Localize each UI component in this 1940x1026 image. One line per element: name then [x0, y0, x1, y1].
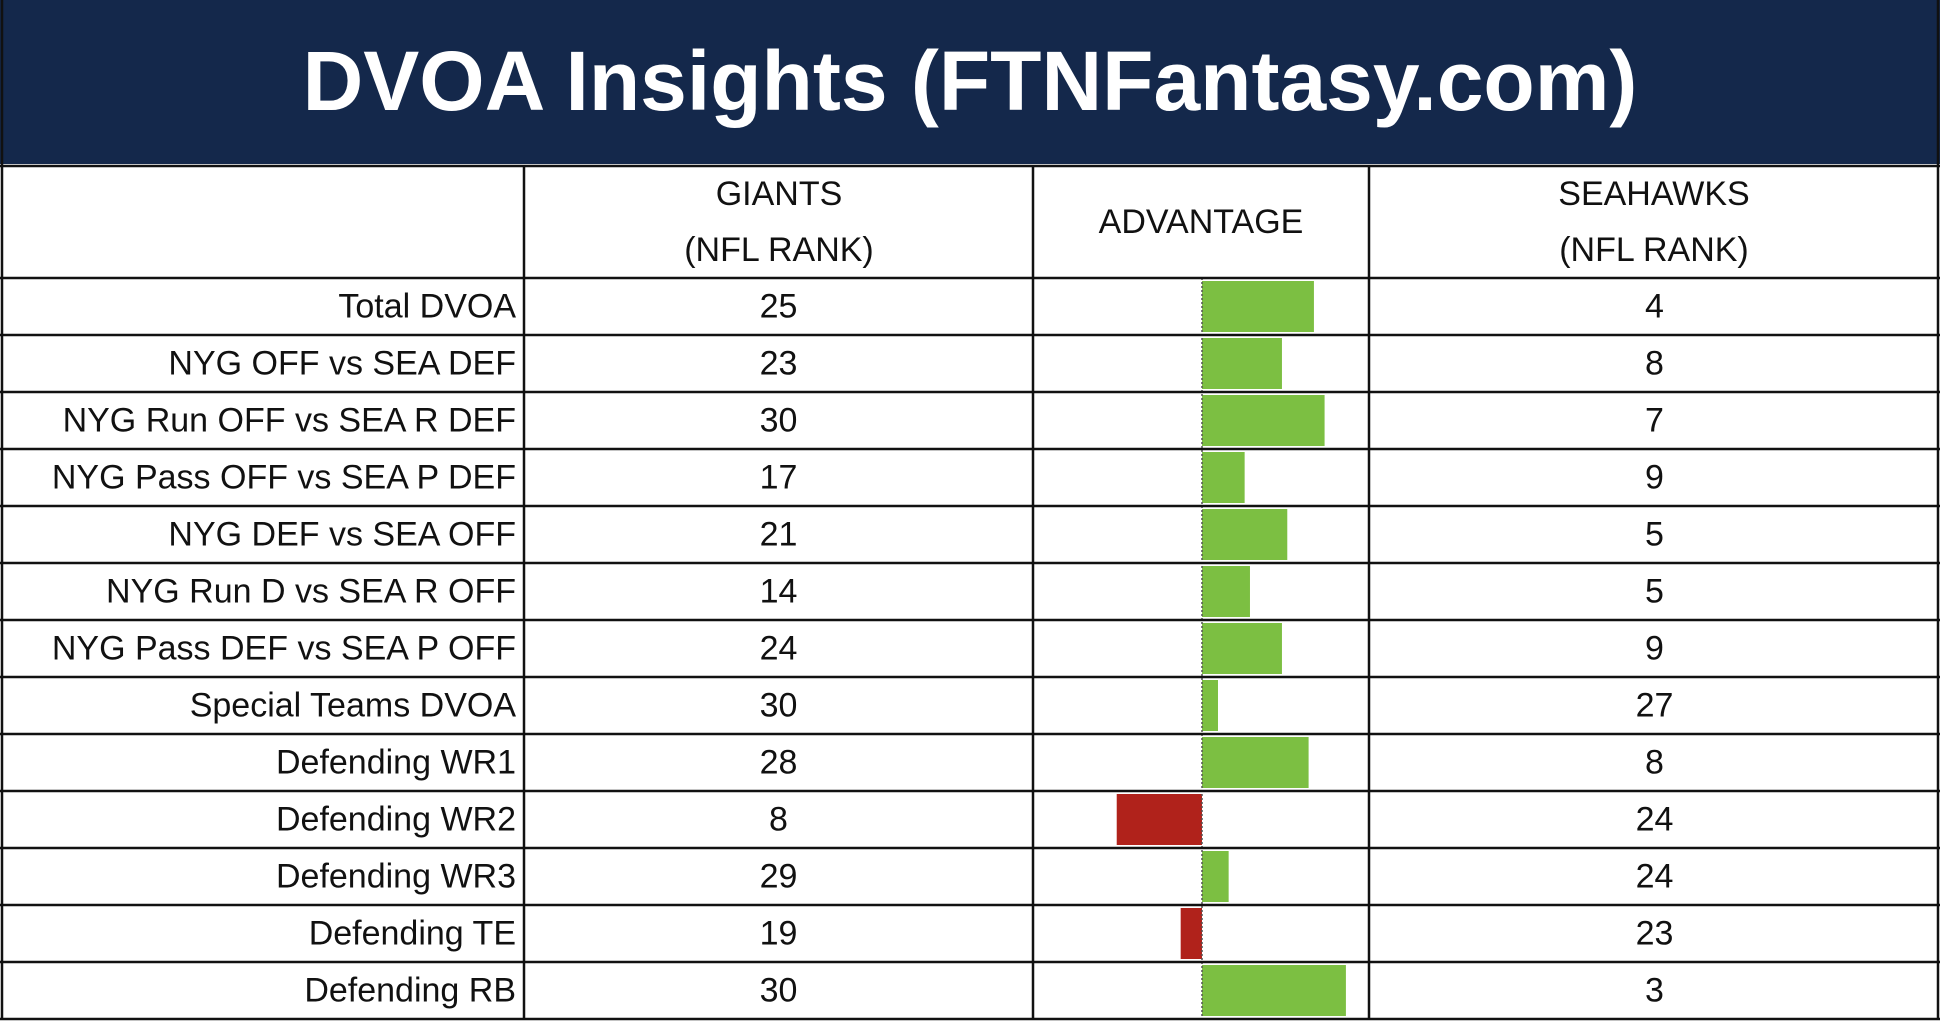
- row-label: Total DVOA: [338, 287, 516, 325]
- giants-rank: 24: [760, 629, 798, 667]
- advantage-bar: [1202, 509, 1288, 560]
- seahawks-rank: 7: [1645, 401, 1664, 439]
- seahawks-rank: 24: [1636, 857, 1674, 895]
- row-label: NYG Pass OFF vs SEA P DEF: [52, 458, 516, 496]
- advantage-bar: [1202, 281, 1314, 332]
- advantage-bar: [1116, 794, 1202, 845]
- row-label: NYG Run D vs SEA R OFF: [106, 572, 516, 610]
- seahawks-rank: 5: [1645, 572, 1664, 610]
- advantage-bar: [1202, 338, 1282, 389]
- giants-rank: 14: [760, 572, 798, 610]
- advantage-bar: [1202, 623, 1282, 674]
- header-seahawks-rank: (NFL RANK): [1559, 231, 1749, 269]
- giants-rank: 21: [760, 515, 798, 553]
- row-label: Defending RB: [304, 971, 516, 1009]
- giants-rank: 25: [760, 287, 798, 325]
- giants-rank: 17: [760, 458, 798, 496]
- seahawks-rank: 4: [1645, 287, 1664, 325]
- giants-rank: 23: [760, 344, 798, 382]
- advantage-bar: [1202, 452, 1245, 503]
- advantage-bar: [1180, 908, 1202, 959]
- giants-rank: 30: [760, 686, 798, 724]
- row-label: NYG Run OFF vs SEA R DEF: [63, 401, 516, 439]
- seahawks-rank: 23: [1636, 914, 1674, 952]
- giants-rank: 8: [769, 800, 788, 838]
- header-seahawks: SEAHAWKS: [1558, 175, 1749, 213]
- row-label: Defending WR2: [276, 800, 516, 838]
- header-advantage: ADVANTAGE: [1099, 203, 1304, 241]
- advantage-bar: [1202, 680, 1218, 731]
- giants-rank: 19: [760, 914, 798, 952]
- row-label: Defending WR3: [276, 857, 516, 895]
- seahawks-rank: 8: [1645, 743, 1664, 781]
- seahawks-rank: 24: [1636, 800, 1674, 838]
- giants-rank: 28: [760, 743, 798, 781]
- seahawks-rank: 3: [1645, 971, 1664, 1009]
- row-label: NYG Pass DEF vs SEA P OFF: [52, 629, 516, 667]
- seahawks-rank: 27: [1636, 686, 1674, 724]
- header-giants: GIANTS: [716, 175, 843, 213]
- header-giants-rank: (NFL RANK): [684, 231, 874, 269]
- giants-rank: 30: [760, 971, 798, 1009]
- seahawks-rank: 9: [1645, 458, 1664, 496]
- seahawks-rank: 8: [1645, 344, 1664, 382]
- row-label: Defending WR1: [276, 743, 516, 781]
- giants-rank: 30: [760, 401, 798, 439]
- giants-rank: 29: [760, 857, 798, 895]
- advantage-bar: [1202, 965, 1346, 1016]
- advantage-bar: [1202, 395, 1325, 446]
- row-label: NYG OFF vs SEA DEF: [168, 344, 516, 382]
- seahawks-rank: 9: [1645, 629, 1664, 667]
- row-label: NYG DEF vs SEA OFF: [168, 515, 516, 553]
- row-label: Defending TE: [309, 914, 516, 952]
- advantage-bar: [1202, 737, 1309, 788]
- title-band: [0, 0, 1940, 164]
- advantage-bar: [1202, 851, 1229, 902]
- row-label: Special Teams DVOA: [190, 686, 517, 724]
- advantage-bar: [1202, 566, 1250, 617]
- seahawks-rank: 5: [1645, 515, 1664, 553]
- title: DVOA Insights (FTNFantasy.com): [303, 34, 1638, 128]
